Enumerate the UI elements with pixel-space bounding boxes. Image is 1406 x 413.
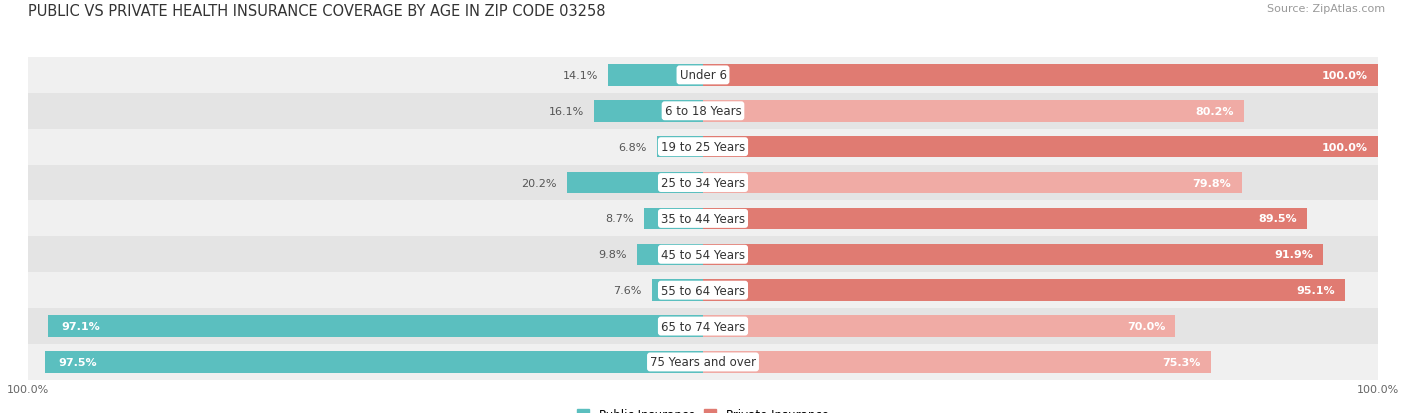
Text: Source: ZipAtlas.com: Source: ZipAtlas.com — [1267, 4, 1385, 14]
Text: 6 to 18 Years: 6 to 18 Years — [665, 105, 741, 118]
Bar — [28, 129, 1378, 165]
Text: 97.5%: 97.5% — [59, 357, 97, 367]
Bar — [28, 165, 1378, 201]
Bar — [703, 351, 1211, 373]
Text: PUBLIC VS PRIVATE HEALTH INSURANCE COVERAGE BY AGE IN ZIP CODE 03258: PUBLIC VS PRIVATE HEALTH INSURANCE COVER… — [28, 4, 606, 19]
Text: 65 to 74 Years: 65 to 74 Years — [661, 320, 745, 333]
Bar — [28, 344, 1378, 380]
Bar — [637, 244, 703, 266]
Legend: Public Insurance, Private Insurance: Public Insurance, Private Insurance — [572, 403, 834, 413]
Bar — [703, 172, 1241, 194]
Text: 19 to 25 Years: 19 to 25 Years — [661, 141, 745, 154]
Bar — [703, 208, 1308, 230]
Text: 79.8%: 79.8% — [1192, 178, 1232, 188]
Text: 80.2%: 80.2% — [1195, 107, 1234, 116]
Bar — [703, 316, 1175, 337]
Text: 7.6%: 7.6% — [613, 285, 641, 295]
Bar — [703, 65, 1378, 86]
Bar — [652, 280, 703, 301]
Text: 100.0%: 100.0% — [1322, 71, 1368, 81]
Text: 100.0%: 100.0% — [1322, 142, 1368, 152]
Bar — [703, 101, 1244, 122]
Bar — [703, 244, 1323, 266]
Text: 97.1%: 97.1% — [62, 321, 100, 331]
Bar — [657, 137, 703, 158]
Text: 14.1%: 14.1% — [562, 71, 598, 81]
Bar — [28, 201, 1378, 237]
Bar — [595, 101, 703, 122]
Bar — [567, 172, 703, 194]
Text: 45 to 54 Years: 45 to 54 Years — [661, 248, 745, 261]
Text: 9.8%: 9.8% — [598, 250, 627, 260]
Bar — [45, 351, 703, 373]
Text: 20.2%: 20.2% — [522, 178, 557, 188]
Text: 6.8%: 6.8% — [619, 142, 647, 152]
Bar — [644, 208, 703, 230]
Text: 95.1%: 95.1% — [1296, 285, 1334, 295]
Bar — [28, 237, 1378, 273]
Bar — [703, 280, 1344, 301]
Text: 91.9%: 91.9% — [1274, 250, 1313, 260]
Text: 16.1%: 16.1% — [548, 107, 585, 116]
Text: 75.3%: 75.3% — [1163, 357, 1201, 367]
Text: Under 6: Under 6 — [679, 69, 727, 82]
Bar — [28, 58, 1378, 94]
Text: 25 to 34 Years: 25 to 34 Years — [661, 177, 745, 190]
Bar — [28, 309, 1378, 344]
Bar — [48, 316, 703, 337]
Text: 89.5%: 89.5% — [1258, 214, 1296, 224]
Text: 70.0%: 70.0% — [1128, 321, 1166, 331]
Bar — [28, 273, 1378, 309]
Bar — [28, 94, 1378, 129]
Text: 35 to 44 Years: 35 to 44 Years — [661, 212, 745, 225]
Bar — [703, 137, 1378, 158]
Bar — [607, 65, 703, 86]
Text: 55 to 64 Years: 55 to 64 Years — [661, 284, 745, 297]
Text: 8.7%: 8.7% — [606, 214, 634, 224]
Text: 75 Years and over: 75 Years and over — [650, 356, 756, 368]
